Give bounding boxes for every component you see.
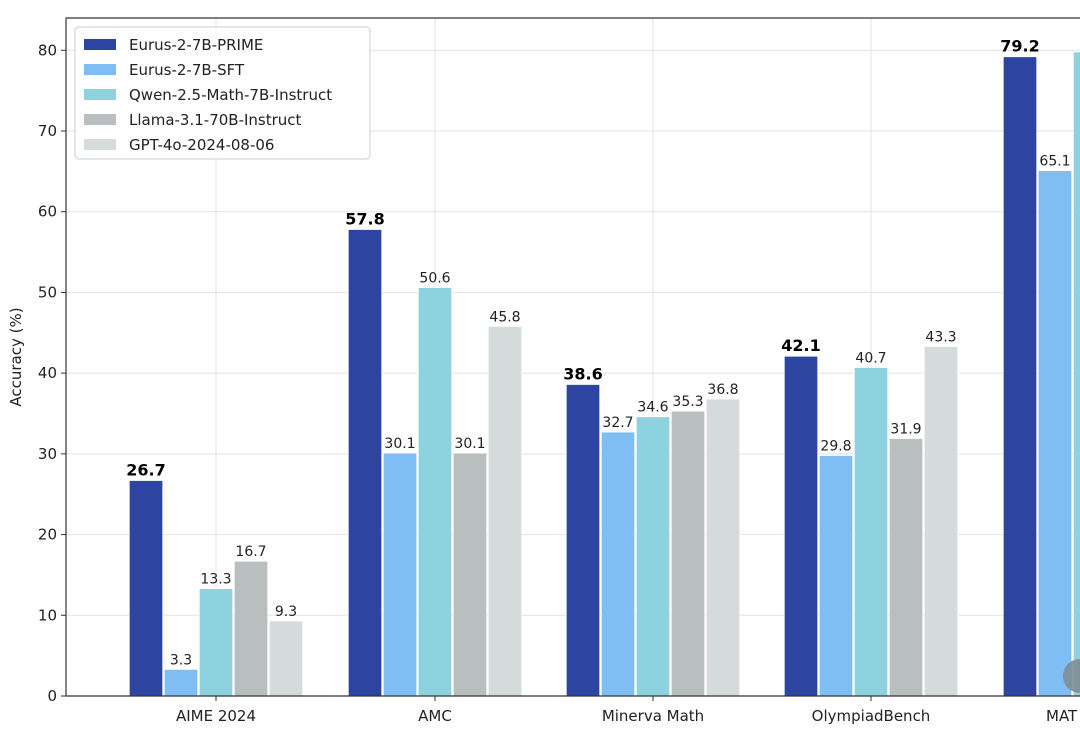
legend-swatch — [84, 139, 116, 150]
y-tick-label: 10 — [38, 606, 57, 624]
bar — [888, 438, 924, 697]
bar-value-label: 38.6 — [563, 364, 602, 383]
bar-value-label: 30.1 — [454, 436, 485, 452]
y-tick-label: 0 — [47, 687, 57, 705]
bar-value-label: 65.1 — [1039, 154, 1070, 170]
bar-value-label: 35.3 — [672, 394, 703, 410]
y-tick-label: 30 — [38, 445, 57, 463]
y-tick-label: 80 — [38, 41, 57, 59]
y-tick-label: 60 — [38, 203, 57, 221]
bar — [417, 287, 453, 697]
bar-value-label: 50.6 — [419, 271, 450, 287]
bar-value-label: 57.8 — [345, 209, 384, 228]
bar — [783, 355, 819, 697]
x-tick-label: OlympiadBench — [812, 707, 931, 725]
bar — [600, 431, 636, 697]
y-tick-label: 40 — [38, 364, 57, 382]
y-tick-label: 50 — [38, 283, 57, 301]
x-tick-label: AMC — [418, 707, 452, 725]
bar — [705, 398, 741, 697]
bar-value-label: 30.1 — [384, 436, 415, 452]
y-tick-label: 70 — [38, 122, 57, 140]
bar — [818, 455, 854, 697]
x-tick-label: AIME 2024 — [176, 707, 256, 725]
bar — [565, 384, 601, 697]
bar — [452, 452, 488, 697]
legend-swatch — [84, 114, 116, 125]
bar-value-label: 9.3 — [275, 604, 297, 620]
bar — [1072, 51, 1080, 697]
x-tick-label: MAT — [1046, 707, 1078, 725]
bar-value-label: 36.8 — [707, 382, 738, 398]
bar-value-label: 32.7 — [602, 415, 633, 431]
bar — [128, 480, 164, 697]
bar — [347, 229, 383, 697]
bar-value-label: 13.3 — [200, 572, 231, 588]
bar — [853, 367, 889, 697]
bar — [163, 668, 199, 697]
axes: 0 10 20 30 40 50 60 70 80 AIME 2024 AMC Minerva Mat… — [38, 17, 1080, 725]
legend-entry-label: Eurus-2-7B-PRIME — [129, 36, 263, 54]
bar-value-label: 43.3 — [925, 330, 956, 346]
legend-box — [74, 26, 371, 160]
bar-value-label: 29.8 — [820, 438, 851, 454]
bar — [1037, 170, 1073, 697]
bar — [670, 410, 706, 697]
legend: Eurus-2-7B-PRIME Eurus-2-7B-SFT Qwen-2.5-M… — [74, 26, 371, 160]
legend-swatch — [84, 39, 116, 50]
bar — [635, 416, 671, 697]
bar — [268, 620, 304, 697]
legend-swatch — [84, 89, 116, 100]
y-axis-title: Accuracy (%) — [7, 307, 25, 406]
bar — [1002, 56, 1038, 697]
bar-value-labels: 26.7 57.8 38.6 42.1 79.2 3.3 30.1 32.7 29.8 65.1 1… — [126, 37, 1070, 669]
bar — [233, 560, 269, 697]
bar-value-label: 79.2 — [1000, 37, 1039, 56]
overlay-badge — [1063, 659, 1080, 693]
legend-entry-label: Qwen-2.5-Math-7B-Instruct — [129, 86, 332, 104]
y-tick-label: 20 — [38, 526, 57, 544]
bar-value-label: 16.7 — [235, 544, 266, 560]
bar — [487, 325, 523, 697]
bar-value-label: 31.9 — [890, 422, 921, 438]
bar-value-label: 34.6 — [637, 400, 668, 416]
bar-value-label: 42.1 — [781, 336, 820, 355]
bar-value-label: 26.7 — [126, 460, 165, 479]
legend-entry-label: Llama-3.1-70B-Instruct — [129, 111, 302, 129]
x-tick-label: Minerva Math — [602, 707, 704, 725]
bar — [198, 588, 234, 697]
bar-value-label: 40.7 — [855, 350, 886, 366]
bar — [382, 452, 418, 697]
legend-entry-label: Eurus-2-7B-SFT — [129, 61, 245, 79]
bar-value-label: 45.8 — [489, 309, 520, 325]
bars — [128, 51, 1080, 697]
bar — [923, 346, 959, 697]
legend-swatch — [84, 64, 116, 75]
legend-entry-label: GPT-4o-2024-08-06 — [129, 136, 274, 154]
bar-value-label: 3.3 — [170, 652, 192, 668]
